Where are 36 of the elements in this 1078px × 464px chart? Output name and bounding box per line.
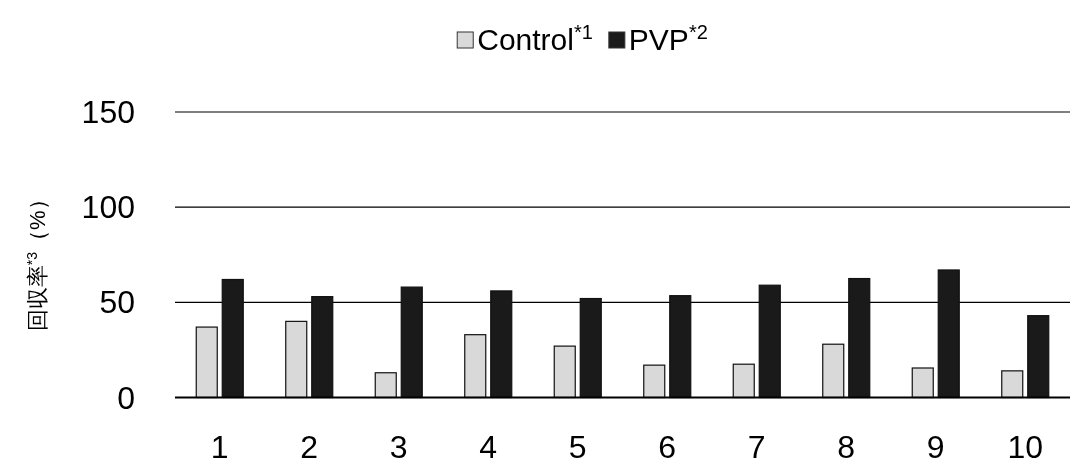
bar [732, 363, 755, 399]
x-tick-label: 2 [300, 429, 319, 464]
bar [1027, 315, 1050, 399]
legend-label: Control$^{*1}$ [477, 21, 593, 56]
bar [937, 269, 960, 399]
x-tick-label: 5 [568, 429, 587, 464]
bar [285, 320, 308, 399]
legend-label: PVP$^{*2}$ [628, 21, 708, 56]
bar [1001, 370, 1024, 399]
bar [643, 364, 666, 399]
y-tick-label: 0 [117, 379, 135, 416]
x-tick-label: 1 [210, 429, 229, 464]
bar [311, 296, 334, 399]
bar [490, 290, 513, 399]
y-tick-label: 100 [81, 189, 135, 226]
x-tick-label: 3 [389, 429, 408, 464]
bar [221, 278, 244, 399]
x-tick-label: 10 [1007, 429, 1044, 464]
bar [464, 334, 487, 399]
y-tick-label: 50 [99, 284, 135, 321]
y-tick-label: 150 [81, 94, 135, 130]
bar [400, 286, 423, 399]
bar [553, 345, 576, 399]
bar [195, 326, 218, 399]
bar [758, 284, 781, 399]
x-tick-label: 9 [926, 429, 945, 464]
bar [911, 367, 934, 399]
x-tick-label: 6 [658, 429, 677, 464]
bar [579, 297, 602, 399]
bar [848, 277, 871, 399]
x-tick-label: 7 [747, 429, 766, 464]
bar [822, 343, 845, 399]
x-tick-label: 4 [479, 429, 498, 464]
x-tick-label: 8 [837, 429, 856, 464]
bar [374, 372, 397, 399]
bar [669, 295, 692, 399]
